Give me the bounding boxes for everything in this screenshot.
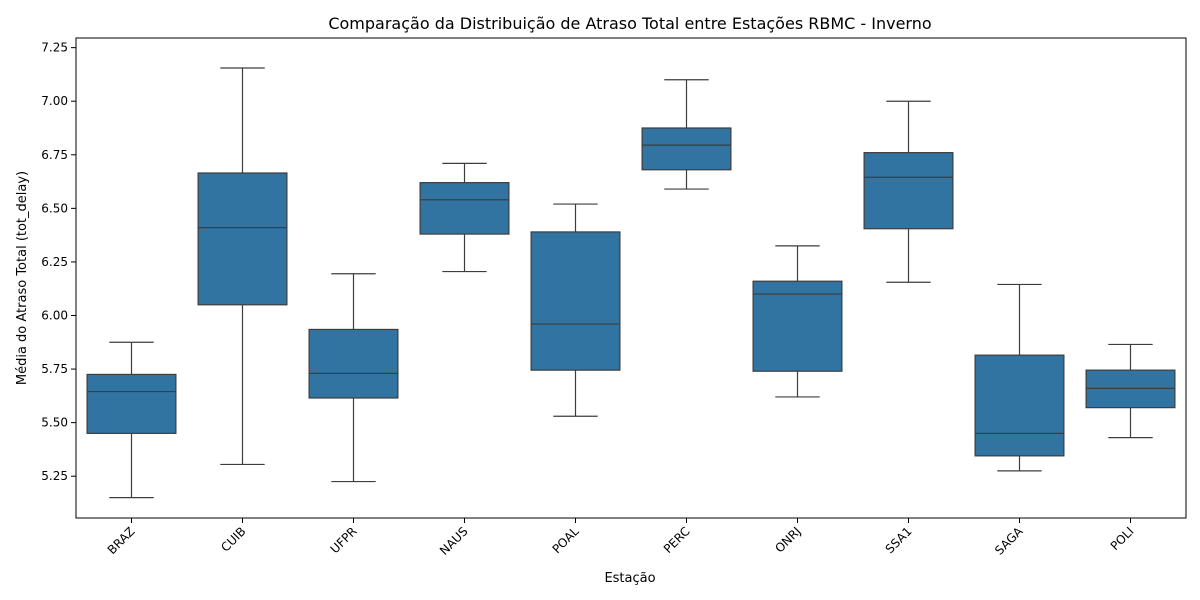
box	[308, 328, 399, 399]
box	[641, 127, 732, 171]
x-tick-label: NAUS	[437, 524, 471, 558]
x-tick-label: POAL	[550, 524, 582, 556]
y-tick-label: 6.75	[41, 148, 68, 162]
box	[530, 231, 621, 371]
box	[863, 152, 954, 230]
plot-area: 5.25 5.50 5.75 6.00 6.25 6.50 6.75 7.00 7.25 BRAZ…	[41, 37, 1187, 558]
x-tick-label: ONRJ	[772, 524, 803, 555]
box	[974, 354, 1065, 457]
axes-frame	[75, 37, 1187, 519]
x-tick-label: SAGA	[992, 524, 1026, 558]
y-tick-label: 7.25	[41, 41, 68, 55]
x-tick-label: CUIB	[218, 524, 248, 554]
x-tick-label: PERC	[661, 524, 693, 556]
x-axis-title: Estação	[604, 571, 655, 586]
y-tick-label: 5.25	[41, 469, 68, 483]
chart-title: Comparação da Distribuição de Atraso Tot…	[328, 14, 931, 33]
y-tick-label: 6.25	[41, 255, 68, 269]
box	[86, 373, 177, 434]
y-tick-label: 6.00	[41, 309, 68, 323]
y-axis-title: Média do Atraso Total (tot_delay)	[15, 171, 30, 385]
x-tick-label: SSA1	[883, 524, 915, 556]
box	[419, 182, 510, 235]
y-tick-label: 5.50	[41, 416, 68, 430]
x-tick-label: BRAZ	[105, 524, 138, 557]
box	[752, 280, 843, 372]
box	[197, 172, 288, 306]
y-tick-label: 5.75	[41, 362, 68, 376]
x-tick-label: UFPR	[328, 524, 360, 556]
x-tick-label: POLI	[1108, 524, 1137, 553]
y-tick-label: 7.00	[41, 94, 68, 108]
y-tick-label: 6.50	[41, 201, 68, 215]
